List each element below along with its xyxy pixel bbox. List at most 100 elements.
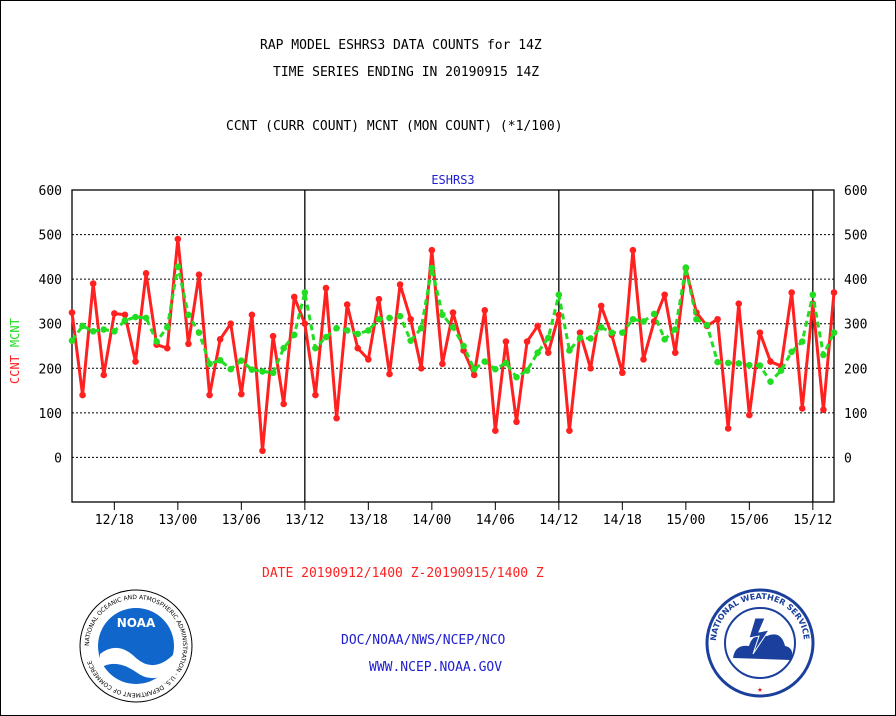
data-point-ccnt [555,311,563,319]
data-point-mcnt [343,327,351,334]
data-point-mcnt [238,357,245,365]
x-tick-label: 14/06 [476,513,515,528]
x-tick-label: 14/12 [539,513,578,528]
data-point-ccnt [671,349,679,356]
data-point-ccnt [365,356,372,363]
data-point-mcnt [460,342,467,350]
data-point-ccnt [566,427,573,434]
x-tick-label: 13/12 [285,513,324,528]
data-point-ccnt [100,371,108,379]
data-point-mcnt [365,327,372,334]
data-point-ccnt [216,336,224,343]
data-point-mcnt [132,313,139,321]
data-point-mcnt [714,358,721,366]
data-point-mcnt [767,378,774,385]
data-point-mcnt [682,264,690,271]
data-point-ccnt [407,315,414,323]
data-point-mcnt [523,367,531,374]
data-point-ccnt [428,246,436,254]
data-point-mcnt [301,289,309,296]
data-point-mcnt [248,366,256,373]
data-point-ccnt [714,315,721,323]
data-point-mcnt [534,349,541,356]
y-tick-label-right: 100 [844,407,867,422]
data-point-mcnt [174,263,182,270]
data-point-mcnt [640,318,647,325]
data-point-mcnt [693,315,700,323]
data-point-ccnt [301,320,309,328]
data-point-ccnt [206,391,213,399]
data-point-ccnt [798,405,806,412]
data-point-ccnt [259,447,266,455]
y-axis-label: CCNT MCNT [8,318,22,384]
data-point-ccnt [523,338,531,345]
data-point-ccnt [619,369,626,377]
data-point-ccnt [238,390,245,398]
footer-org-label: DOC/NOAA/NWS/NCEP/NCO [341,633,506,648]
data-point-ccnt [163,344,171,352]
data-point-ccnt [195,271,203,278]
footer-url-link[interactable]: WWW.NCEP.NOAA.GOV [369,660,503,675]
data-point-mcnt [142,314,150,322]
data-point-mcnt [396,312,404,320]
data-point-ccnt [735,300,743,307]
y-tick-label-left: 100 [39,407,62,422]
data-point-ccnt [513,418,520,426]
data-point-mcnt [756,362,764,369]
data-point-ccnt [185,340,192,348]
data-point-mcnt [619,329,626,336]
x-tick-label: 13/18 [349,513,388,528]
data-point-mcnt [386,314,393,322]
data-point-ccnt [481,307,489,314]
x-tick-label: 15/00 [666,513,705,528]
y-tick-label-right: 300 [844,318,867,333]
data-point-ccnt [650,318,658,325]
data-point-mcnt [555,291,563,299]
date-range-label: DATE 20190912/1400 Z-20190915/1400 Z [262,566,544,581]
data-point-mcnt [206,360,213,368]
data-point-mcnt [417,324,425,332]
data-point-mcnt [163,323,171,331]
data-point-mcnt [68,337,76,344]
data-point-ccnt [449,309,457,316]
data-point-mcnt [650,310,658,318]
y-tick-label-right: 600 [844,184,867,199]
y-tick-label-left: 0 [54,451,62,466]
y-tick-label-right: 0 [844,451,852,466]
data-point-ccnt [343,301,351,308]
data-point-ccnt [544,349,552,356]
noaa-logo-text: NOAA [117,616,156,630]
data-point-mcnt [788,348,795,356]
data-point-mcnt [502,359,510,367]
data-point-ccnt [79,391,86,399]
data-point-mcnt [121,317,129,324]
data-point-mcnt [492,365,499,373]
data-point-ccnt [68,309,76,316]
data-point-mcnt [661,336,668,343]
data-point-mcnt [587,335,594,342]
data-point-mcnt [608,329,616,336]
data-point-mcnt [89,327,97,335]
data-point-mcnt [195,329,203,336]
data-point-mcnt [375,315,383,323]
data-point-ccnt [132,358,139,365]
data-point-ccnt [746,411,753,419]
data-point-mcnt [724,359,732,367]
x-tick-label: 14/00 [412,513,451,528]
plot-title: ESHRS3 [431,173,474,187]
data-point-ccnt [767,358,774,365]
data-point-ccnt [576,329,584,336]
y-tick-label-right: 400 [844,273,867,288]
data-point-mcnt [354,330,362,338]
data-point-ccnt [470,371,478,379]
data-point-ccnt [756,329,764,336]
data-point-ccnt [587,364,594,372]
data-point-mcnt [439,311,446,319]
data-point-ccnt [396,281,404,288]
data-point-mcnt [259,368,266,375]
x-tick-label: 15/12 [793,513,832,528]
data-point-ccnt [439,360,446,368]
y-tick-label-right: 200 [844,362,867,377]
data-point-ccnt [280,400,287,408]
